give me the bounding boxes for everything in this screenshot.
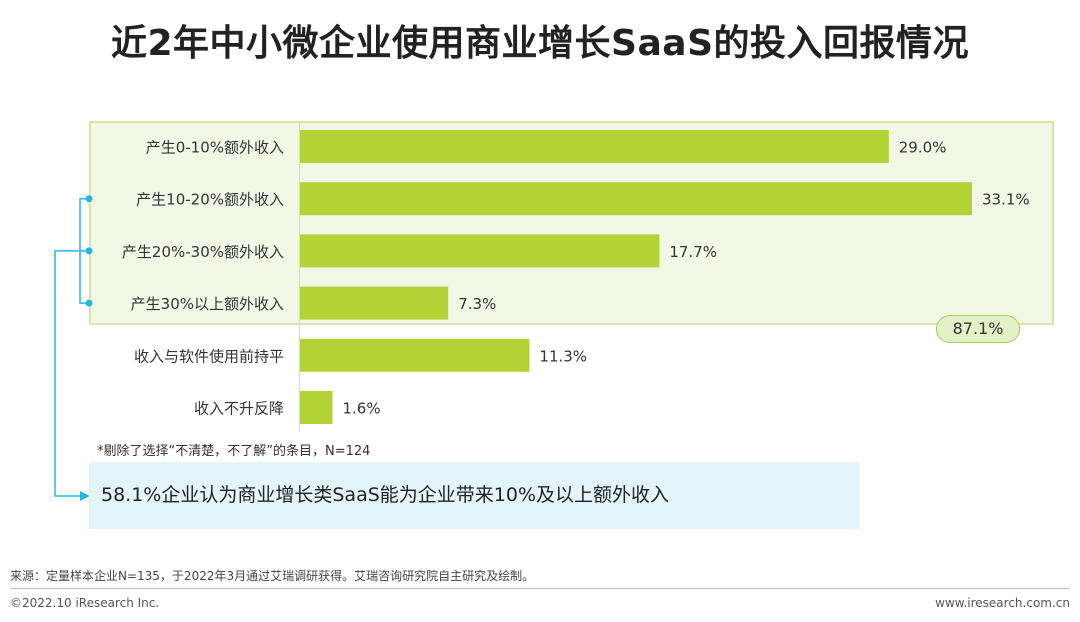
bar — [300, 234, 660, 268]
chart-note: *剔除了选择“不清楚，不了解”的条目，N=124 — [97, 444, 371, 459]
bracket-dot — [85, 195, 93, 203]
category-label: 产生20%-30%额外收入 — [122, 243, 284, 261]
category-label: 产生10-20%额外收入 — [136, 191, 284, 209]
value-label: 11.3% — [539, 347, 587, 365]
callout-box: 58.1%企业认为商业增长类SaaS能为企业带来10%及以上额外收入 — [89, 462, 859, 529]
value-label: 33.1% — [982, 191, 1030, 209]
bar — [300, 391, 333, 424]
copyright-text: ©2022.10 iResearch Inc. — [10, 596, 160, 610]
bracket-dot — [85, 299, 93, 307]
category-axis-line — [299, 121, 300, 431]
category-label: 产生0-10%额外收入 — [146, 139, 284, 157]
category-label: 收入不升反降 — [194, 400, 284, 418]
connector-line — [54, 250, 88, 497]
bar — [300, 182, 972, 216]
value-label: 29.0% — [899, 139, 947, 157]
bar — [300, 286, 449, 320]
value-label: 7.3% — [458, 295, 496, 313]
value-label: 17.7% — [669, 243, 717, 261]
source-text: 来源：定量样本企业N=135，于2022年3月通过艾瑞调研获得。艾瑞咨询研究院自… — [10, 569, 535, 583]
value-label: 1.6% — [342, 400, 380, 418]
connector-arrowhead — [80, 491, 90, 501]
category-label: 收入与软件使用前持平 — [134, 347, 284, 365]
website-text: www.iresearch.com.cn — [935, 596, 1070, 610]
callout-text: 58.1%企业认为商业增长类SaaS能为企业带来10%及以上额外收入 — [101, 484, 669, 506]
bar — [300, 338, 530, 372]
grouped-total-badge: 87.1% — [936, 315, 1020, 343]
page-title: 近2年中小微企业使用商业增长SaaS的投入回报情况 — [111, 23, 969, 64]
bar — [300, 130, 889, 163]
category-label: 产生30%以上额外收入 — [131, 295, 284, 313]
footer-divider — [10, 588, 1070, 589]
bracket-dot — [85, 247, 93, 255]
